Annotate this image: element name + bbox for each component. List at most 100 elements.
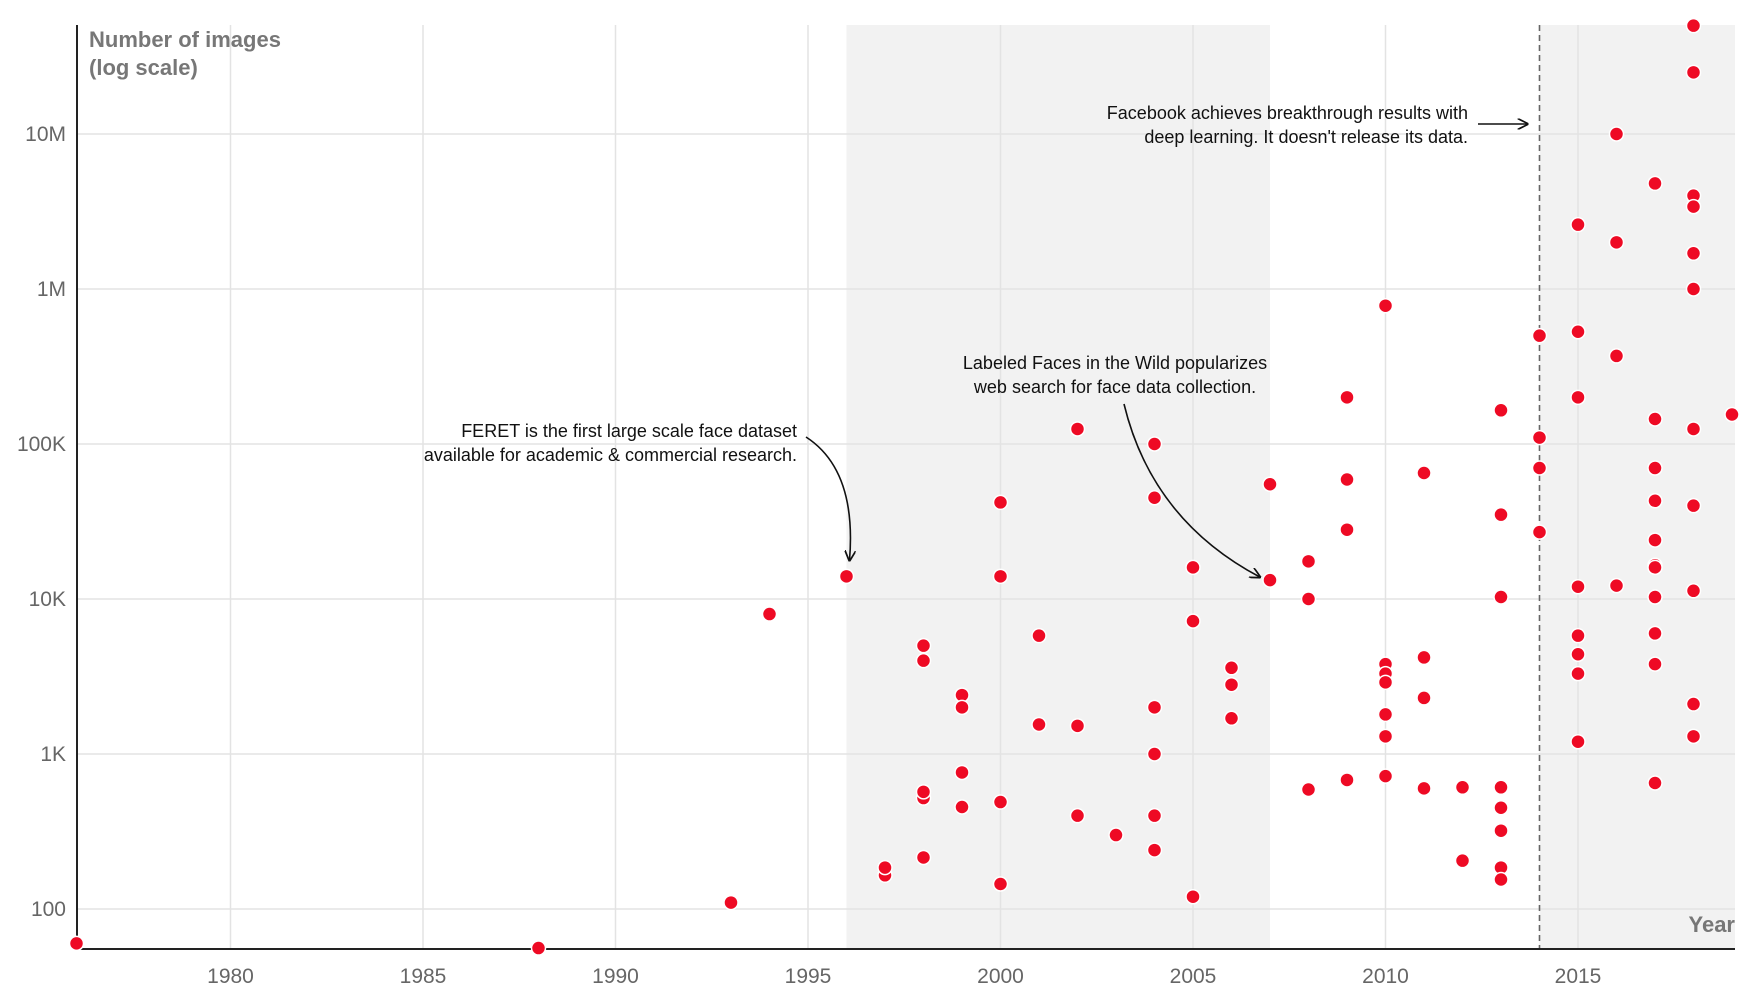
data-point-23 <box>1069 421 1086 437</box>
data-point-14 <box>954 699 970 716</box>
x-axis-title: Year <box>1689 912 1736 937</box>
data-point-2 <box>530 940 547 956</box>
data-point-79 <box>1570 665 1586 682</box>
data-point-78 <box>1570 646 1586 663</box>
x-tick-2010: 2010 <box>1362 965 1409 988</box>
data-point-3 <box>723 894 739 911</box>
data-point-65 <box>1493 800 1509 816</box>
data-point-34 <box>1185 613 1201 629</box>
data-point-69 <box>1531 327 1548 344</box>
data-point-89 <box>1647 532 1663 548</box>
data-point-41 <box>1300 553 1317 570</box>
shaded-region-1996-2007 <box>846 25 1270 949</box>
data-point-46 <box>1339 521 1355 538</box>
data-point-91 <box>1647 559 1663 576</box>
data-point-22 <box>1031 716 1047 733</box>
data-point-80 <box>1570 733 1586 750</box>
y-tick-10M: 10M <box>25 123 66 146</box>
data-point-29 <box>1146 699 1163 716</box>
data-point-12 <box>915 849 932 866</box>
data-points <box>68 17 1740 956</box>
data-point-71 <box>1531 460 1548 476</box>
data-point-39 <box>1262 476 1278 492</box>
data-point-27 <box>1146 436 1163 452</box>
data-point-40 <box>1262 572 1278 588</box>
data-point-73 <box>1570 216 1586 233</box>
data-point-61 <box>1493 402 1509 419</box>
annotation-1-line-2: available for academic & commercial rese… <box>424 445 797 465</box>
data-point-43 <box>1300 781 1317 798</box>
data-point-63 <box>1493 589 1509 605</box>
y-tick-1M: 1M <box>37 278 66 301</box>
data-point-25 <box>1069 807 1086 824</box>
data-point-75 <box>1570 389 1586 406</box>
x-tick-labels: 1980 1985 1990 1995 2000 2005 2010 2015 <box>207 965 1601 988</box>
data-point-8 <box>915 652 932 669</box>
data-point-51 <box>1377 674 1394 691</box>
data-point-92 <box>1647 589 1663 605</box>
data-point-5 <box>838 568 855 585</box>
data-point-18 <box>992 568 1009 585</box>
data-point-44 <box>1339 389 1355 406</box>
data-point-62 <box>1493 506 1509 523</box>
x-tick-1995: 1995 <box>785 965 832 988</box>
data-point-101 <box>1685 281 1702 297</box>
gridlines <box>77 25 1735 949</box>
data-point-53 <box>1377 728 1394 745</box>
x-tick-1985: 1985 <box>400 965 447 988</box>
data-point-59 <box>1454 779 1471 796</box>
data-point-55 <box>1416 465 1432 481</box>
x-tick-1990: 1990 <box>592 965 639 988</box>
data-point-16 <box>954 799 970 815</box>
x-tick-2005: 2005 <box>1170 965 1217 988</box>
data-point-96 <box>1685 17 1702 34</box>
x-tick-2000: 2000 <box>977 965 1024 988</box>
data-point-52 <box>1377 706 1394 723</box>
annotation-1-line-1: FERET is the first large scale face data… <box>461 421 797 441</box>
data-point-106 <box>1685 728 1702 745</box>
data-point-64 <box>1493 779 1509 796</box>
data-point-36 <box>1223 660 1240 676</box>
data-point-103 <box>1685 497 1702 514</box>
y-axis-title-line-1: Number of images <box>89 27 281 52</box>
data-point-20 <box>992 876 1009 892</box>
data-point-86 <box>1647 411 1663 427</box>
data-point-38 <box>1223 710 1240 727</box>
data-point-87 <box>1647 460 1663 476</box>
data-point-60 <box>1454 852 1471 869</box>
data-point-9 <box>915 637 932 654</box>
data-point-85 <box>1647 175 1663 192</box>
data-point-26 <box>1108 827 1124 843</box>
data-point-99 <box>1685 198 1702 215</box>
data-point-19 <box>992 794 1009 810</box>
data-point-88 <box>1647 493 1663 509</box>
data-point-102 <box>1685 421 1702 437</box>
data-point-31 <box>1146 807 1163 824</box>
data-point-72 <box>1531 524 1548 540</box>
data-point-84 <box>1608 577 1625 594</box>
data-point-35 <box>1185 888 1201 905</box>
data-point-76 <box>1570 578 1586 595</box>
data-point-42 <box>1300 591 1317 607</box>
annotation-2-arrow <box>1123 403 1260 577</box>
data-point-66 <box>1493 822 1509 839</box>
x-tick-1980: 1980 <box>207 965 254 988</box>
data-point-17 <box>992 494 1009 511</box>
annotation-1-arrow <box>805 436 850 560</box>
x-tick-2015: 2015 <box>1555 965 1602 988</box>
data-point-21 <box>1031 627 1047 644</box>
data-point-32 <box>1146 842 1163 858</box>
data-point-56 <box>1416 649 1432 666</box>
annotations: FERET is the first large scale face data… <box>424 103 1528 577</box>
annotation-2-line-2: web search for face data collection. <box>973 377 1256 397</box>
shaded-region-layer <box>846 25 1735 949</box>
y-axis-title-line-2: (log scale) <box>89 55 198 80</box>
data-point-77 <box>1570 627 1586 644</box>
data-point-70 <box>1531 429 1548 446</box>
annotation-3-line-1: Facebook achieves breakthrough results w… <box>1107 103 1468 123</box>
y-tick-100K: 100K <box>17 433 66 456</box>
data-point-24 <box>1069 718 1086 734</box>
shaded-region-2014-onward <box>1539 25 1735 949</box>
data-point-107 <box>1724 406 1740 423</box>
